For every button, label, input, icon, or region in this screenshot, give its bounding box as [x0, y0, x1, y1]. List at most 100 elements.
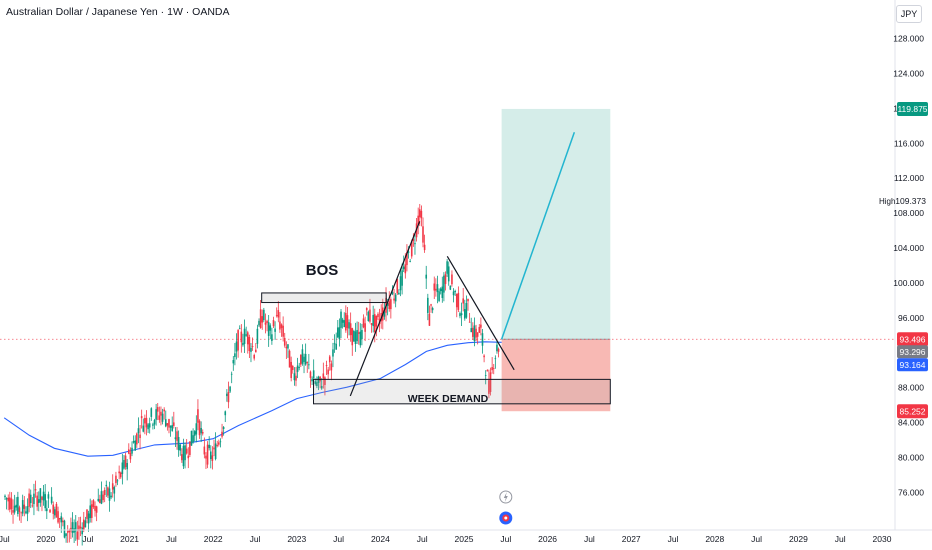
candle-body [391, 291, 394, 295]
candle-body [480, 324, 482, 328]
candle-body [473, 325, 476, 342]
time-tick-label: 2030 [873, 534, 892, 544]
candle-body [287, 344, 289, 349]
candle-body [409, 261, 411, 262]
candle-body [264, 322, 267, 325]
candle-body [103, 489, 106, 496]
candle-body [386, 303, 389, 306]
candle-body [179, 444, 182, 451]
candle-body [361, 329, 363, 340]
candle-body [460, 313, 463, 316]
candle-body [390, 299, 392, 310]
candle-body [213, 447, 215, 450]
candle-body [173, 422, 175, 426]
candle-body [357, 332, 360, 334]
candle-body [33, 493, 35, 505]
symbol-title[interactable]: Australian Dollar / Japanese Yen · 1W · … [6, 6, 230, 18]
candle-body [356, 329, 358, 342]
candle-body [181, 454, 183, 461]
candle-body [238, 328, 241, 330]
moving-average [3, 341, 502, 457]
candle-body [52, 504, 55, 514]
candle-body [290, 361, 292, 379]
candle-body [306, 362, 309, 363]
candle-body [484, 375, 487, 376]
candle-body [222, 427, 225, 429]
candle-body [333, 343, 336, 345]
candle-body [152, 424, 154, 426]
candle-body [401, 270, 403, 286]
candle-body [57, 511, 59, 523]
candle-body [177, 437, 180, 451]
candle-body [303, 356, 305, 362]
candle-body [237, 330, 239, 351]
projection-line [500, 132, 576, 340]
candle-body [156, 407, 159, 412]
candle-body [328, 356, 331, 363]
candle-body [275, 315, 278, 317]
bos-label: BOS [306, 262, 339, 279]
lightning-glyph-icon [503, 492, 508, 502]
candle-body [483, 355, 485, 358]
candle-body [131, 447, 133, 454]
candle-body [23, 504, 26, 509]
candle-body [84, 520, 87, 528]
candle-body [161, 413, 164, 422]
time-tick-label: 2022 [204, 534, 223, 544]
candle-body [407, 251, 410, 253]
candle-body [447, 266, 450, 282]
candle-body [436, 284, 439, 293]
candle-body [21, 500, 24, 514]
candle-body [370, 323, 373, 325]
candle-body [251, 346, 254, 347]
candle-body [293, 373, 296, 381]
candle-body [279, 321, 281, 330]
candle-body [100, 491, 103, 504]
time-tick-label: Jul [333, 534, 344, 544]
candle-body [232, 360, 235, 364]
candle-body [410, 240, 413, 257]
candle-body [7, 497, 10, 502]
candle-body [87, 513, 90, 524]
candle-body [243, 328, 246, 344]
candle-body [451, 274, 453, 285]
candle-body [311, 378, 313, 382]
candle-body [17, 496, 19, 514]
candle-body [291, 365, 294, 371]
candle-body [327, 369, 329, 375]
high-caption: High [879, 197, 895, 206]
price-axis[interactable]: 76.00080.00084.00088.00092.00096.000100.… [893, 0, 924, 530]
currency-badge[interactable]: JPY [896, 5, 922, 23]
candle-body [113, 487, 116, 494]
candle-body [164, 419, 167, 427]
candle-body [148, 423, 151, 428]
candle-body [226, 393, 228, 397]
drawings: BOS WEEK DEMAND [261, 132, 611, 405]
price-tick-label: 108.000 [893, 208, 924, 218]
price-tick-label: 88.000 [898, 383, 924, 393]
time-tick-label: 2027 [622, 534, 641, 544]
candle-body [330, 363, 333, 371]
candle-body [320, 385, 323, 389]
candle-body [280, 324, 283, 329]
time-tick-label: Jul [166, 534, 177, 544]
candle-body [55, 503, 58, 518]
candle-body [94, 505, 96, 511]
price-tick-label: 84.000 [898, 418, 924, 428]
candle-body [163, 409, 165, 412]
candle-body [462, 298, 464, 304]
time-axis[interactable]: Jul 2020 Jul 2021 Jul 2022 Jul 2023 Jul 2024 Jul 20… [0, 529, 932, 544]
candle-body [253, 354, 255, 359]
candle-body [489, 372, 492, 392]
candle-body [185, 448, 188, 454]
candle-body [365, 308, 368, 311]
candle-body [54, 509, 56, 516]
candle-body [422, 226, 424, 243]
event-icons[interactable] [499, 490, 513, 525]
current-price-label-bg [897, 332, 928, 347]
candle-body [66, 531, 69, 533]
trendline-up [349, 221, 421, 397]
candle-body [176, 431, 178, 441]
candle-body [187, 455, 190, 459]
